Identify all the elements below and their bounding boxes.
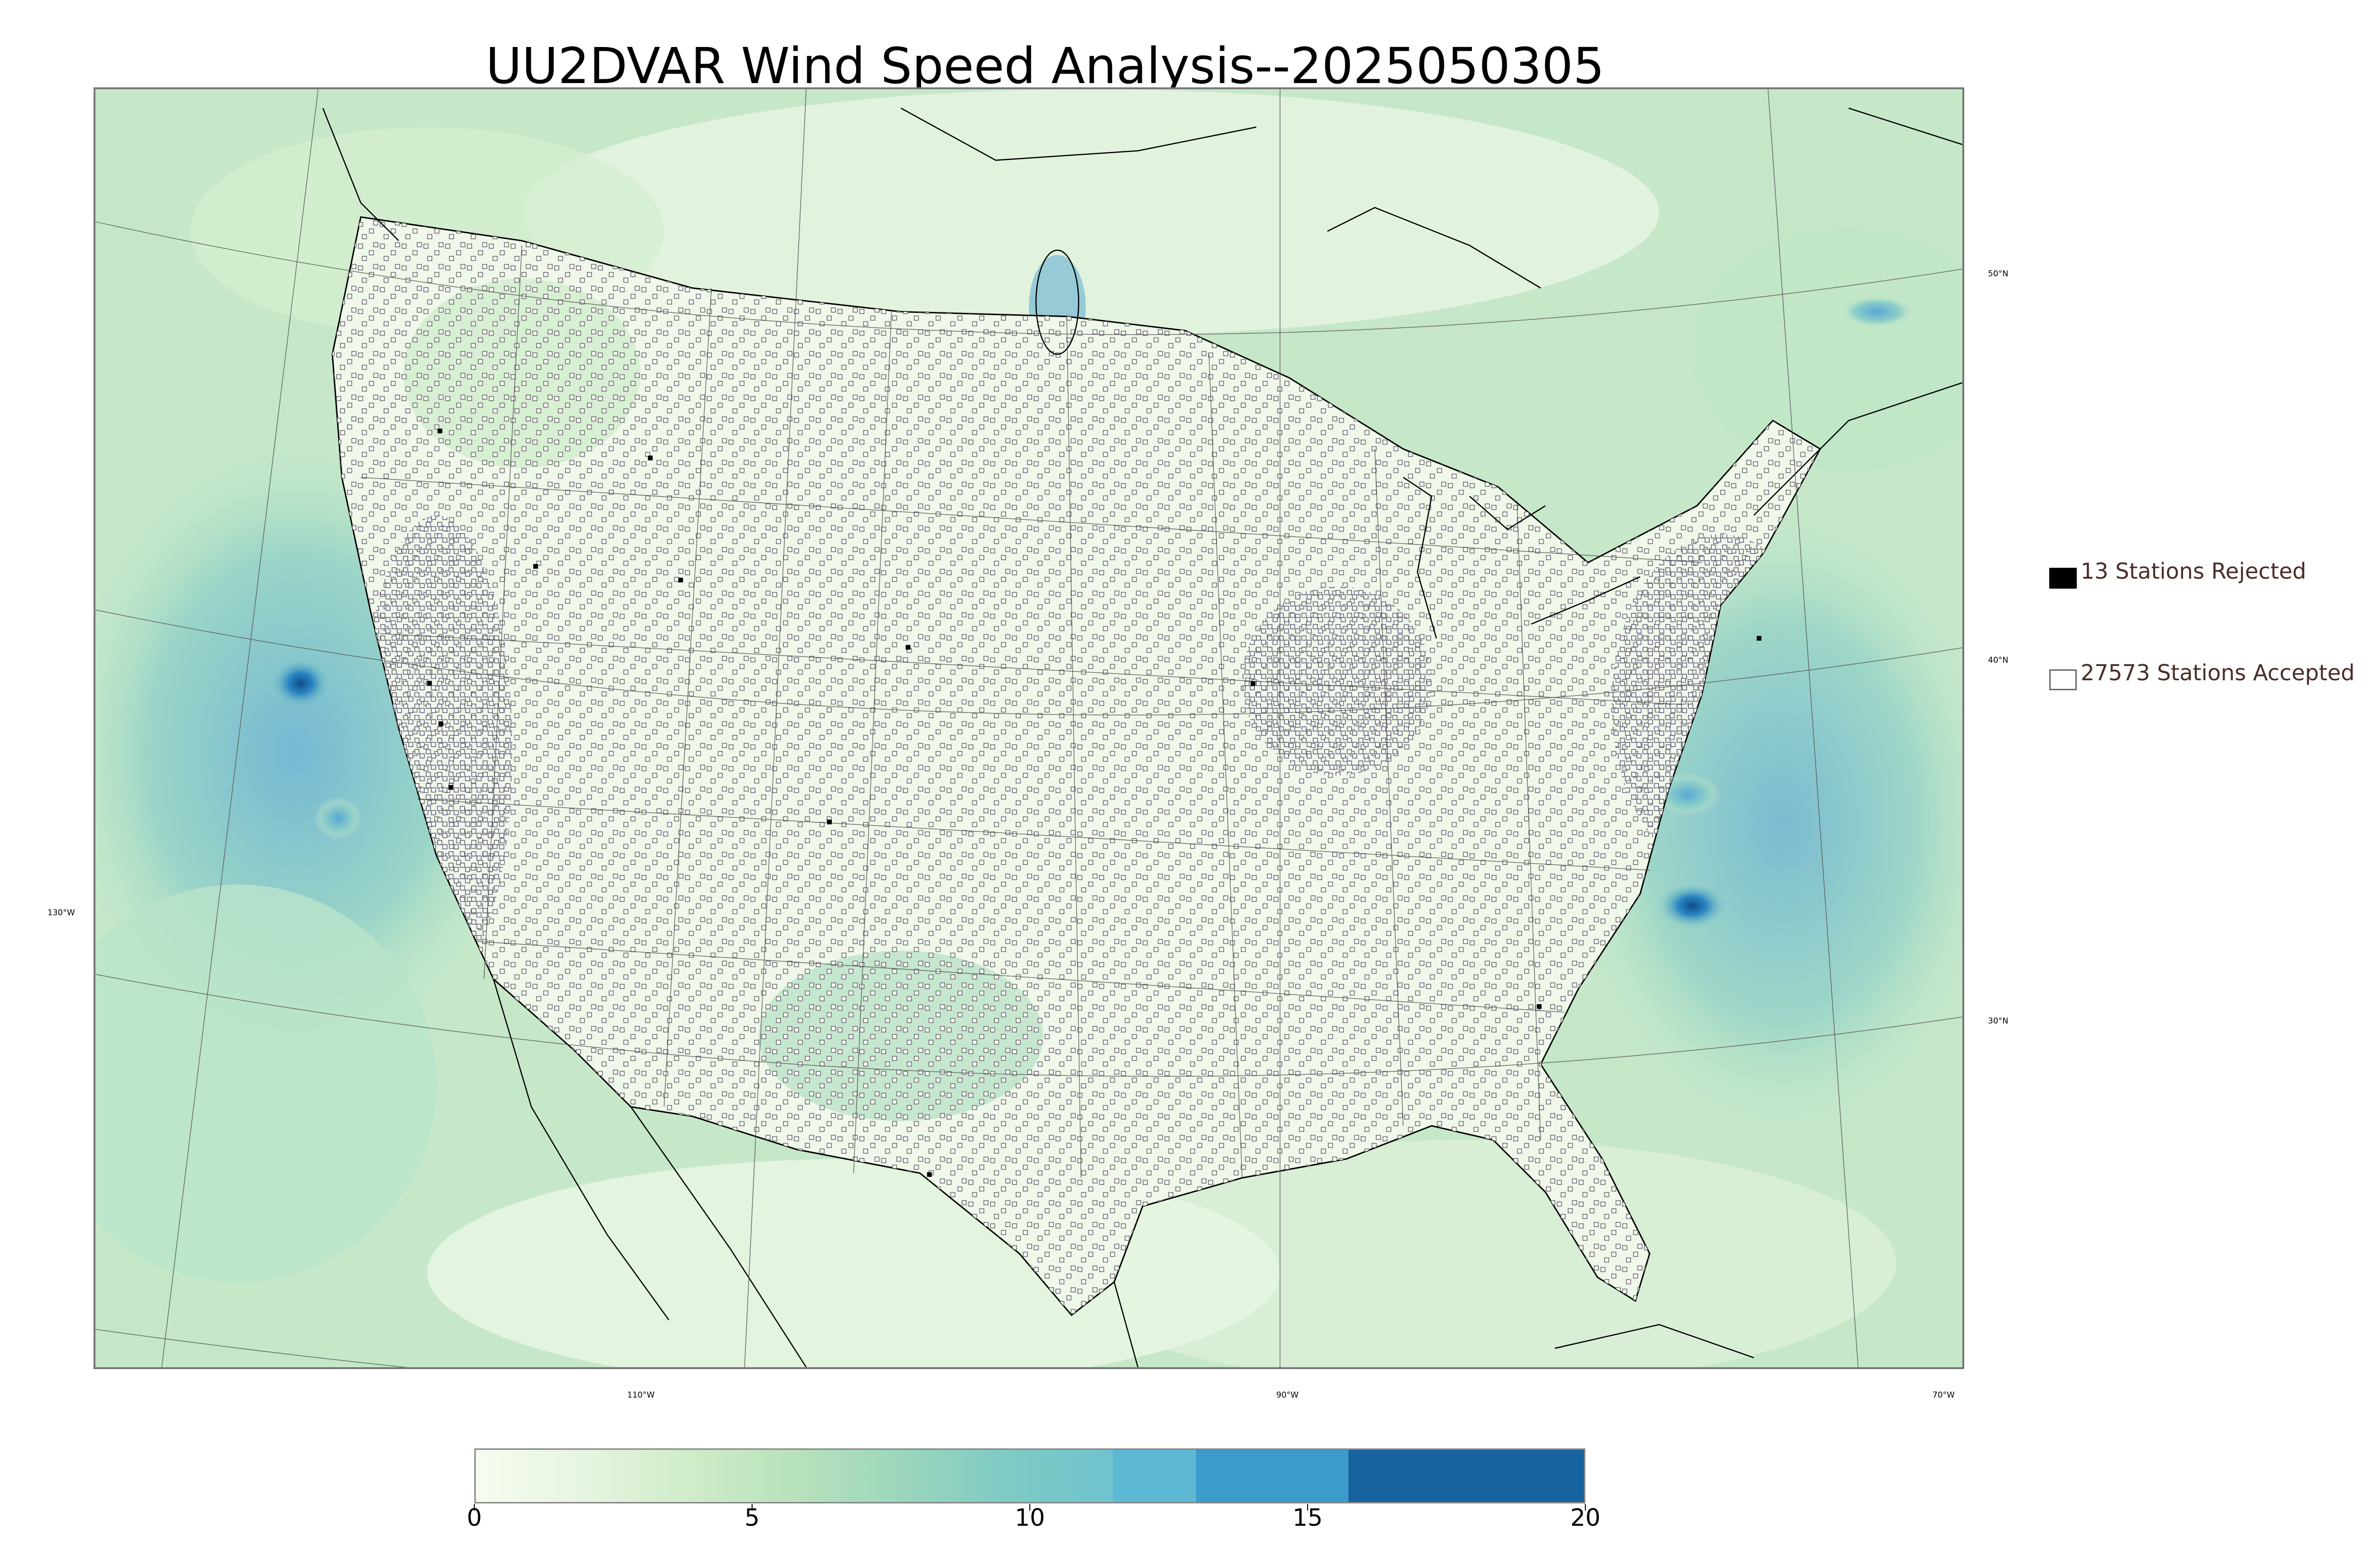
colorbar-tick <box>1585 1504 1586 1511</box>
lon-label-90w: 90°W <box>1276 1390 1299 1400</box>
canada-coastline <box>322 107 1962 516</box>
colorbar-tick <box>752 1504 753 1511</box>
rejected-stations <box>427 428 1762 1177</box>
lon-label-110w: 110°W <box>627 1390 655 1400</box>
colorbar-tick <box>1307 1504 1308 1511</box>
colorbar-tick <box>1029 1504 1030 1511</box>
colorbar-tick <box>474 1504 475 1511</box>
legend-rejected-label: 13 Stations Rejected <box>2081 558 2307 584</box>
colorbar-tick-label: 5 <box>744 1504 760 1531</box>
colorbar <box>474 1448 1585 1503</box>
lon-label-70w: 70°W <box>1932 1390 1955 1400</box>
high-wind-core-east <box>1657 882 1728 930</box>
lat-label-50n: 50°N <box>1988 269 2008 279</box>
colorbar-band <box>476 1450 1113 1502</box>
accepted-marker-icon <box>2049 669 2077 690</box>
lat-label-40n: 40°N <box>1988 656 2008 665</box>
map-panel <box>94 87 1964 1369</box>
colorbar-tick-label: 10 <box>1015 1504 1045 1531</box>
colorbar-band <box>1196 1450 1349 1502</box>
lon-label-130w: 130°W <box>47 908 75 918</box>
wind-speed-map <box>95 89 1962 1367</box>
colorbar-tick-label: 0 <box>467 1504 482 1531</box>
high-wind-core-west <box>270 657 331 710</box>
colorbar-tick-label: 20 <box>1570 1504 1601 1531</box>
mexico-coastline <box>493 979 1754 1367</box>
chart-title: UU2DVAR Wind Speed Analysis--2025050305 <box>486 37 1605 95</box>
great-lakes <box>1403 477 1640 638</box>
lake-winnipeg <box>1035 249 1080 355</box>
state-borders <box>360 245 1702 1178</box>
rejected-marker-icon <box>2049 568 2077 589</box>
legend-accepted-label: 27573 Stations Accepted <box>2081 660 2355 685</box>
colorbar-tick-label: 15 <box>1292 1504 1323 1531</box>
colorbar-band <box>1348 1450 1584 1502</box>
colorbar-band <box>1113 1450 1196 1502</box>
lat-label-30n: 30°N <box>1988 1016 2008 1026</box>
graticule <box>95 89 1962 1367</box>
